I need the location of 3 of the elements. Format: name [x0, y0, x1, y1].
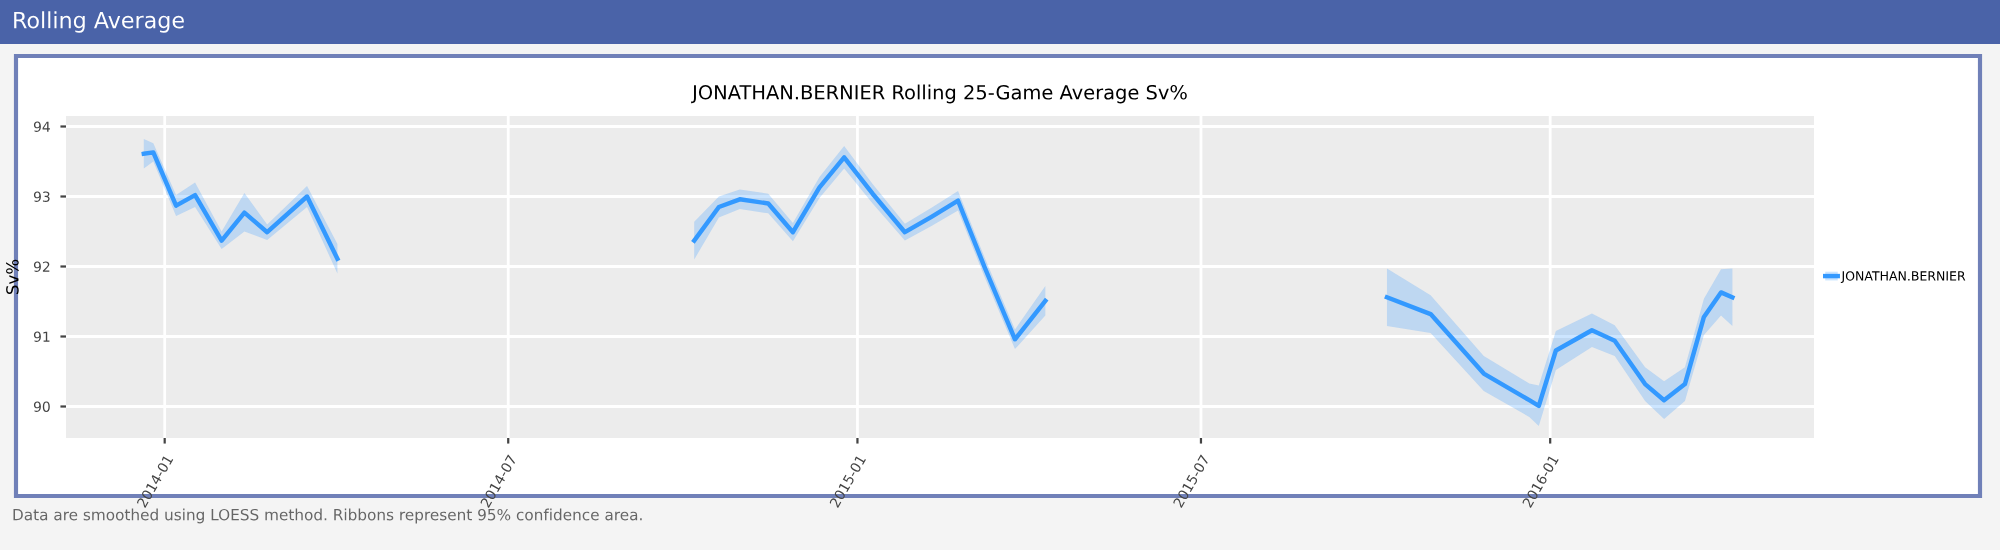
- chart-title: JONATHAN.BERNIER Rolling 25-Game Average Sv%: [691, 84, 1187, 104]
- y-axis-title: Sv%: [6, 259, 19, 295]
- text: Rolling Average: [14, 11, 184, 33]
